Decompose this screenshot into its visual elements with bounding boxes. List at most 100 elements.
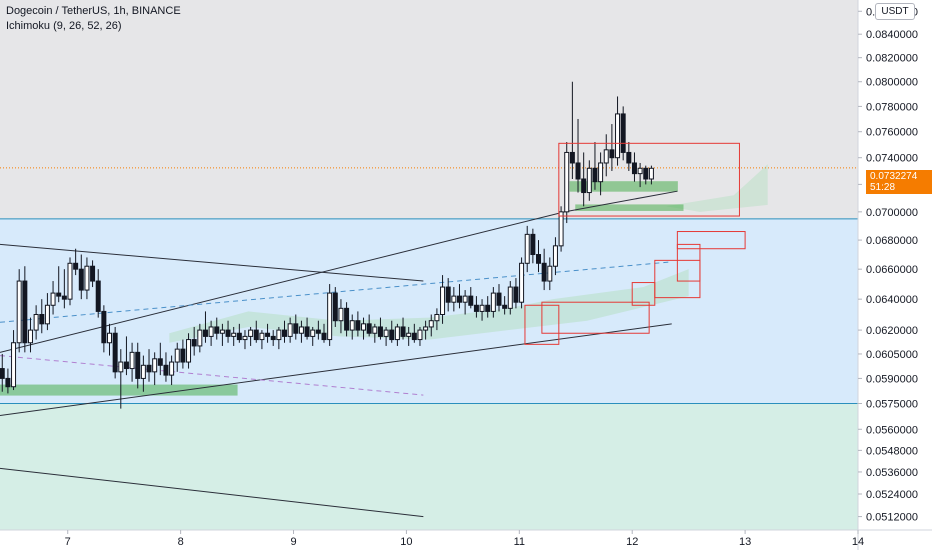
candle-body-up bbox=[259, 332, 265, 341]
candle bbox=[112, 326, 118, 379]
candle bbox=[219, 323, 225, 346]
candle bbox=[383, 326, 389, 346]
candle-body-up bbox=[349, 320, 355, 331]
candle-body-up bbox=[276, 329, 282, 341]
candle bbox=[84, 257, 90, 300]
y-tick-label: 0.0760000 bbox=[866, 127, 918, 139]
candle bbox=[44, 293, 50, 331]
candle bbox=[648, 165, 654, 185]
green-zone-box bbox=[575, 204, 684, 211]
candle bbox=[434, 308, 440, 331]
candle bbox=[129, 342, 135, 382]
red-target-box bbox=[524, 304, 560, 345]
candle bbox=[276, 326, 282, 350]
x-tick-label: 11 bbox=[514, 536, 525, 548]
candle-body-down bbox=[101, 310, 107, 344]
candle bbox=[513, 278, 519, 309]
candle bbox=[287, 317, 293, 343]
candle bbox=[637, 162, 643, 188]
candle bbox=[423, 320, 429, 340]
candle bbox=[456, 284, 462, 309]
candle bbox=[451, 287, 457, 312]
candle bbox=[123, 336, 129, 376]
candle bbox=[180, 339, 186, 369]
candle bbox=[191, 326, 197, 356]
candle-body-up bbox=[310, 329, 316, 337]
candle-body-down bbox=[112, 332, 118, 373]
candle-body-up bbox=[406, 332, 412, 337]
candle bbox=[428, 314, 434, 337]
candle-body-down bbox=[304, 326, 310, 337]
candle-body-up bbox=[33, 314, 39, 331]
candle-body-down bbox=[253, 329, 259, 341]
last-price-value: 0.0732274 bbox=[870, 171, 918, 182]
candle bbox=[445, 278, 451, 312]
candle-body-up bbox=[423, 326, 429, 331]
candle-body-down bbox=[355, 320, 361, 331]
candle bbox=[536, 240, 542, 273]
candle-body-up bbox=[519, 262, 525, 303]
candle-body-up bbox=[140, 364, 146, 379]
candle bbox=[643, 165, 649, 185]
candle-body-down bbox=[609, 149, 615, 159]
candle bbox=[310, 326, 316, 346]
candle-body-down bbox=[73, 262, 79, 270]
candle-body-down bbox=[135, 351, 141, 379]
candle-body-up bbox=[169, 361, 175, 376]
candle bbox=[281, 320, 287, 343]
candle-body-down bbox=[502, 304, 508, 309]
candle bbox=[298, 320, 304, 343]
candle bbox=[394, 323, 400, 346]
currency-badge[interactable]: USDT bbox=[875, 3, 915, 20]
candle-body-up bbox=[174, 348, 180, 363]
candle-body-up bbox=[219, 329, 225, 334]
candle bbox=[490, 287, 496, 318]
candle bbox=[349, 314, 355, 340]
candle bbox=[202, 311, 208, 343]
candle-body-down bbox=[61, 295, 67, 300]
candle-body-up bbox=[603, 149, 609, 164]
dashed-projection-line bbox=[0, 261, 672, 323]
candle-body-up bbox=[394, 326, 400, 341]
candle bbox=[547, 257, 553, 291]
x-tick-label: 14 bbox=[852, 536, 864, 548]
y-tick-label: 0.0700000 bbox=[866, 207, 918, 219]
candle-body-up bbox=[186, 339, 192, 363]
x-tick-label: 8 bbox=[178, 536, 184, 548]
candle-body-down bbox=[123, 361, 129, 370]
candle bbox=[293, 314, 299, 340]
candle-body-up bbox=[152, 358, 158, 373]
candle-body-down bbox=[344, 307, 350, 331]
candle-body-down bbox=[321, 332, 327, 341]
candle-body-down bbox=[22, 280, 28, 344]
candle bbox=[248, 326, 254, 346]
candle-body-down bbox=[575, 162, 581, 180]
candle-body-up bbox=[524, 233, 530, 264]
candle bbox=[231, 326, 237, 346]
candle-body-up bbox=[27, 329, 33, 344]
candle bbox=[304, 317, 310, 340]
indicator-title[interactable]: Ichimoku (9, 26, 52, 26) bbox=[6, 20, 122, 32]
candle bbox=[61, 269, 67, 309]
candle bbox=[564, 142, 570, 224]
candle bbox=[366, 314, 372, 337]
candle-body-down bbox=[0, 368, 5, 379]
candle-body-down bbox=[530, 233, 536, 256]
candle bbox=[135, 342, 141, 389]
candle-body-up bbox=[564, 151, 570, 213]
y-tick-label: 0.0800000 bbox=[866, 77, 918, 89]
candle-body-up bbox=[248, 329, 254, 337]
candle-body-up bbox=[462, 295, 468, 303]
x-tick-label: 13 bbox=[739, 536, 751, 548]
y-tick-label: 0.0820000 bbox=[866, 53, 918, 65]
symbol-title[interactable]: Dogecoin / TetherUS, 1h, BINANCE bbox=[6, 5, 181, 17]
dashed-projection-line bbox=[0, 355, 424, 396]
y-tick-label: 0.0590000 bbox=[866, 373, 918, 385]
red-target-box bbox=[541, 301, 650, 334]
candle-body-up bbox=[298, 326, 304, 334]
candle-body-up bbox=[50, 292, 56, 306]
candle bbox=[592, 142, 598, 190]
y-tick-label: 0.0560000 bbox=[866, 424, 918, 436]
